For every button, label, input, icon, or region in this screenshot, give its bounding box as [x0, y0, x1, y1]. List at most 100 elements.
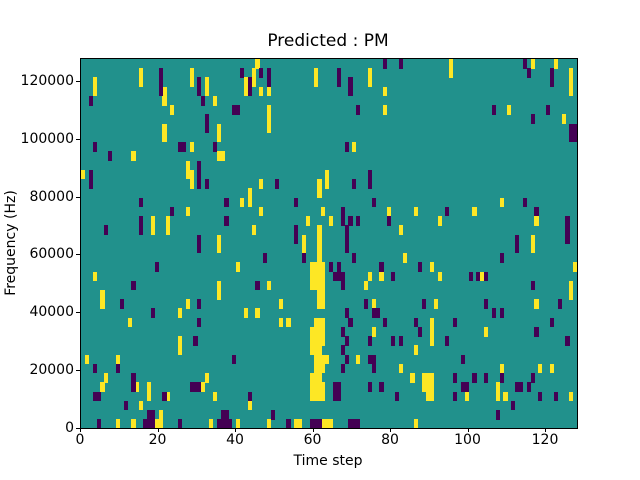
heatmap-cell-low	[104, 225, 109, 235]
heatmap-cell-high	[464, 391, 469, 402]
heatmap-cell-low	[348, 77, 353, 88]
heatmap-cell-high	[325, 169, 330, 180]
heatmap-cell-high	[189, 169, 194, 180]
heatmap-cell-high	[309, 336, 314, 346]
heatmap-cell-high	[131, 419, 136, 428]
heatmap-cell-low	[146, 419, 152, 428]
heatmap-cell-high	[247, 188, 252, 198]
heatmap-cell-high	[313, 345, 318, 356]
heatmap-cell-low	[371, 308, 376, 319]
heatmap-cell-low	[336, 262, 341, 272]
heatmap-cell-high	[387, 206, 392, 217]
heatmap-cell-low	[476, 271, 481, 282]
heatmap-cell-high	[530, 243, 535, 254]
heatmap-cell-low	[131, 373, 136, 383]
heatmap-cell-high	[162, 123, 167, 134]
y-tick-label: 0	[65, 419, 74, 436]
heatmap-cell-low	[205, 123, 210, 134]
heatmap-cell-high	[507, 105, 512, 115]
heatmap-cell-high	[185, 169, 190, 180]
heatmap-cell-high	[309, 373, 314, 383]
heatmap-cell-low	[352, 179, 357, 189]
heatmap-cell-low	[255, 280, 260, 291]
heatmap-plot	[80, 58, 578, 429]
heatmap-cell-high	[317, 382, 322, 392]
heatmap-cell-high	[243, 86, 248, 97]
heatmap-cell-low	[352, 419, 357, 428]
heatmap-cell-low	[270, 410, 276, 420]
heatmap-cell-high	[321, 262, 326, 272]
heatmap-cell-high	[321, 271, 326, 282]
heatmap-cell-high	[549, 363, 555, 374]
heatmap-cell-low	[123, 400, 128, 411]
heatmap-cell-low	[356, 216, 361, 226]
heatmap-cell-high	[84, 354, 90, 365]
x-tick-label: 100	[454, 432, 481, 448]
heatmap-cell-low	[336, 382, 341, 392]
heatmap-cell-high	[131, 151, 136, 161]
heatmap-cell-high	[422, 382, 427, 392]
heatmap-cell-high	[216, 151, 221, 161]
heatmap-cell-high	[414, 206, 419, 217]
heatmap-cell-low	[119, 299, 124, 309]
heatmap-cell-high	[313, 271, 318, 282]
heatmap-cell-low	[340, 271, 345, 282]
heatmap-cell-high	[317, 234, 322, 245]
heatmap-cell-high	[309, 382, 314, 392]
heatmap-cell-low	[418, 262, 423, 272]
heatmap-cell-high	[321, 206, 326, 217]
heatmap-cell-low	[398, 59, 403, 69]
heatmap-cell-low	[515, 382, 520, 392]
heatmap-cell-high	[313, 77, 318, 88]
heatmap-cell-high	[317, 363, 322, 374]
heatmap-cell-high	[239, 197, 245, 208]
heatmap-cell-low	[224, 410, 229, 420]
heatmap-cell-high	[189, 179, 194, 189]
heatmap-cell-low	[146, 410, 152, 420]
heatmap-cell-high	[139, 77, 144, 88]
heatmap-cell-high	[317, 391, 322, 402]
heatmap-cell-high	[329, 419, 334, 428]
heatmap-cell-high	[325, 354, 330, 365]
heatmap-cell-low	[565, 216, 570, 226]
heatmap-cell-low	[530, 114, 535, 125]
heatmap-cell-high	[321, 317, 326, 328]
heatmap-cell-low	[158, 68, 163, 78]
heatmap-cell-low	[197, 382, 202, 392]
heatmap-cell-high	[158, 419, 163, 428]
heatmap-cell-high	[437, 216, 442, 226]
heatmap-cell-high	[569, 280, 574, 291]
heatmap-cell-high	[115, 354, 121, 365]
heatmap-cell-high	[573, 262, 577, 272]
heatmap-cell-low	[197, 317, 202, 328]
heatmap-cell-high	[216, 290, 221, 300]
x-tick-label: 40	[226, 432, 244, 448]
heatmap-cell-low	[177, 419, 183, 428]
heatmap-cell-high	[146, 391, 152, 402]
heatmap-cell-low	[92, 142, 97, 152]
heatmap-cell-high	[100, 299, 105, 309]
heatmap-cell-high	[422, 373, 427, 383]
heatmap-cell-high	[569, 391, 574, 402]
heatmap-cell-high	[309, 280, 314, 291]
heatmap-cell-low	[356, 419, 361, 428]
heatmap-cell-high	[267, 419, 272, 428]
heatmap-cell-low	[573, 123, 577, 134]
heatmap-cell-high	[425, 391, 431, 402]
heatmap-cell-low	[367, 169, 372, 180]
heatmap-cell-low	[92, 391, 97, 402]
heatmap-cell-low	[236, 105, 241, 115]
x-tick-mark	[312, 428, 314, 432]
heatmap-cell-high	[236, 419, 241, 428]
heatmap-cell-high	[278, 317, 283, 328]
heatmap-cell-high	[309, 262, 314, 272]
heatmap-cell-high	[309, 345, 314, 356]
heatmap-cell-low	[363, 299, 369, 309]
x-tick-label: 20	[148, 432, 167, 448]
x-tick-label: 0	[75, 432, 85, 448]
heatmap-cell-high	[115, 419, 121, 428]
heatmap-cell-high	[100, 290, 105, 300]
heatmap-cell-high	[313, 262, 318, 272]
heatmap-cell-high	[495, 391, 500, 402]
chart-title: Predicted : PM	[267, 31, 389, 51]
